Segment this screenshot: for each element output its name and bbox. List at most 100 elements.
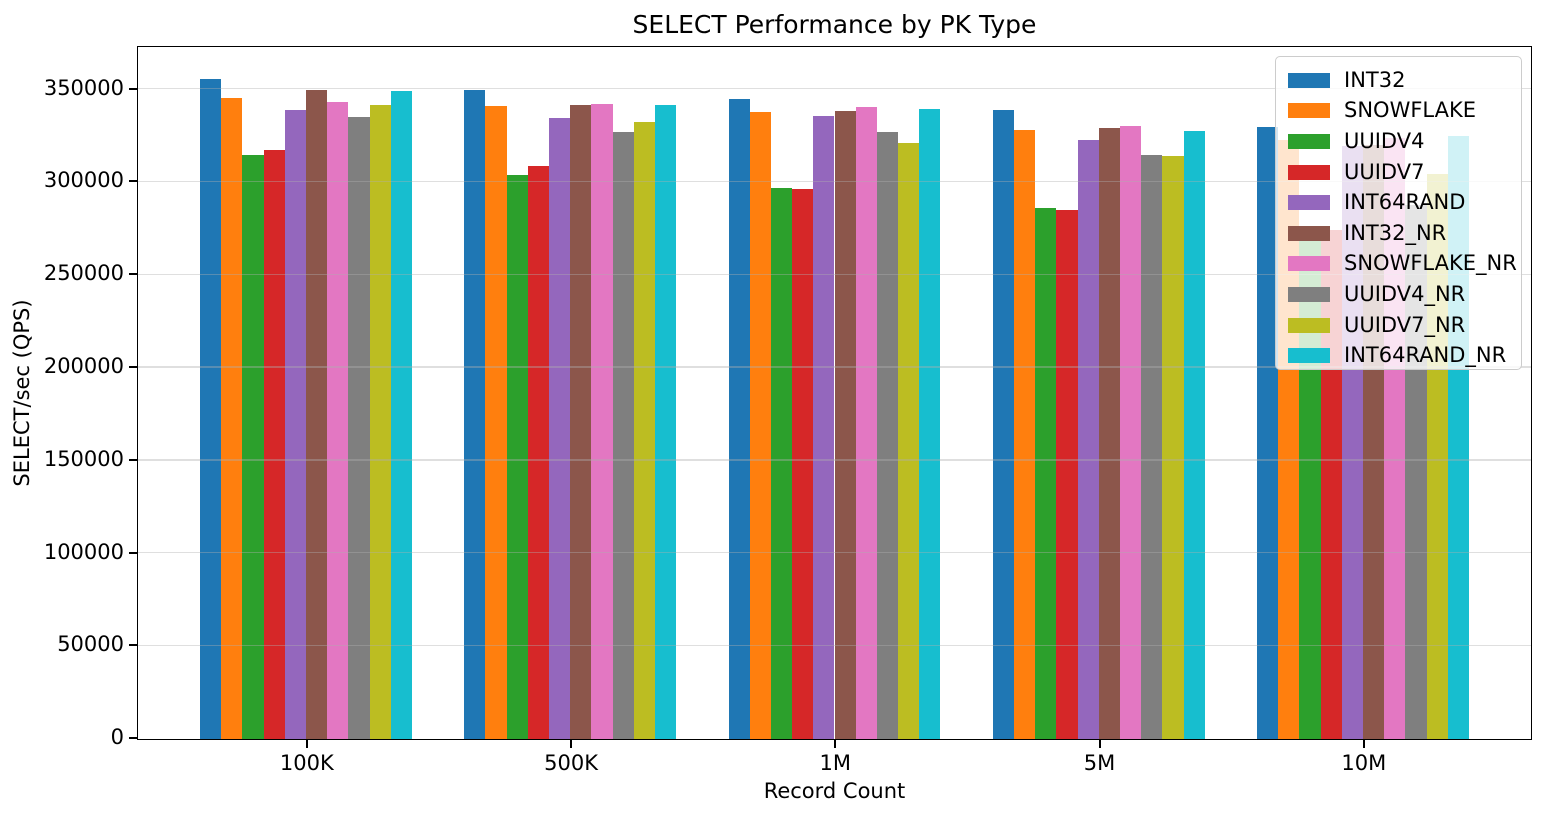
y-tick-label-100000: 100000 [43,539,124,564]
bar-SNOWFLAKE_NR-500K [591,103,613,739]
bar-INT32_NR-100K [306,90,328,739]
legend-swatch-SNOWFLAKE_NR [1288,256,1330,272]
bar-UUIDV4-500K [506,174,528,739]
legend-swatch-INT32 [1288,72,1330,88]
bar-INT64RAND_NR-1M [919,109,941,739]
bar-UUIDV7-100K [263,149,285,739]
bar-UUIDV7_NR-1M [898,143,920,739]
bar-INT32-10M [1257,126,1279,739]
bar-UUIDV7_NR-5M [1162,155,1184,739]
bar-UUIDV7-1M [792,188,814,739]
bar-UUIDV4_NR-100K [348,117,370,739]
legend-label-INT64RAND_NR: INT64RAND_NR [1344,343,1507,368]
x-tick-5M [1098,740,1101,748]
x-tick-10M [1362,740,1365,748]
bar-SNOWFLAKE-1M [749,112,771,739]
y-tick-label-150000: 150000 [43,446,124,471]
bar-INT64RAND-100K [284,110,306,739]
y-tick-350000 [129,87,137,90]
legend-swatch-UUIDV4_NR [1288,286,1330,302]
bar-UUIDV7-5M [1056,209,1078,739]
bar-SNOWFLAKE_NR-5M [1119,126,1142,739]
y-tick-200000 [129,366,137,369]
y-tick-300000 [129,180,137,183]
legend-label-SNOWFLAKE: SNOWFLAKE [1344,98,1476,123]
bar-UUIDV7_NR-100K [369,104,391,739]
bar-SNOWFLAKE-5M [1013,129,1036,739]
bar-INT64RAND-1M [813,115,835,739]
legend-label-INT32: INT32 [1344,67,1406,92]
legend-swatch-INT32_NR [1288,225,1330,241]
bar-UUIDV7-500K [527,166,550,739]
legend-swatch-UUIDV7 [1288,164,1330,180]
bar-UUIDV4_NR-1M [876,132,899,739]
bar-INT32-5M [992,110,1014,739]
legend-item-UUIDV4_NR: UUIDV4_NR [1288,279,1521,310]
legend-item-INT64RAND_NR: INT64RAND_NR [1288,340,1521,371]
x-tick-label-500K: 500K [544,751,598,775]
legend-item-UUIDV7_NR: UUIDV7_NR [1288,310,1521,341]
legend-item-INT64RAND: INT64RAND [1288,187,1521,218]
legend-label-INT32_NR: INT32_NR [1344,220,1447,245]
legend-label-UUIDV7_NR: UUIDV7_NR [1344,312,1466,337]
bar-SNOWFLAKE_NR-1M [855,107,877,739]
x-tick-label-100K: 100K [279,751,334,775]
y-tick-0 [129,737,137,740]
y-tick-label-300000: 300000 [43,168,124,193]
bar-SNOWFLAKE-100K [221,97,243,739]
bar-INT32_NR-5M [1098,128,1120,739]
legend-item-UUIDV7: UUIDV7 [1288,157,1521,188]
bar-INT64RAND-5M [1077,140,1099,739]
bar-SNOWFLAKE-500K [485,106,507,739]
legend-swatch-INT64RAND [1288,195,1330,211]
bar-UUIDV4-100K [242,155,264,739]
y-tick-250000 [129,273,137,276]
y-tick-label-0: 0 [110,725,124,750]
y-tick-label-250000: 250000 [43,261,124,286]
x-tick-label-5M: 5M [1083,751,1116,775]
legend-swatch-UUIDV7_NR [1288,317,1330,333]
legend-label-UUIDV4_NR: UUIDV4_NR [1344,281,1466,306]
bar-UUIDV4-5M [1035,207,1057,739]
y-tick-100000 [129,551,137,554]
x-axis-label: Record Count [763,779,906,803]
chart-title: SELECT Performance by PK Type [632,10,1037,39]
legend-label-UUIDV7: UUIDV7 [1344,159,1425,184]
bar-INT32_NR-500K [570,105,592,739]
bar-INT32-500K [464,89,486,739]
x-tick-1M [834,740,837,748]
legend-swatch-SNOWFLAKE [1288,103,1330,119]
y-tick-150000 [129,458,137,461]
legend-label-INT64RAND: INT64RAND [1344,190,1466,215]
bar-INT32-100K [200,79,222,739]
y-tick-label-50000: 50000 [57,632,124,657]
legend-item-SNOWFLAKE: SNOWFLAKE [1288,96,1521,127]
legend-item-INT32_NR: INT32_NR [1288,218,1521,249]
legend: INT32 SNOWFLAKE UUIDV4 UUIDV7 INT64RAND INT32… [1275,56,1522,370]
bar-INT64RAND-500K [549,118,571,739]
legend-label-SNOWFLAKE_NR: SNOWFLAKE_NR [1344,251,1517,276]
bar-INT32-1M [728,99,750,739]
bar-UUIDV4_NR-500K [612,132,634,739]
legend-label-UUIDV4: UUIDV4 [1344,128,1425,153]
bar-UUIDV4-1M [770,187,793,739]
bar-UUIDV4_NR-5M [1141,154,1163,739]
x-tick-label-1M: 1M [819,751,852,775]
y-tick-label-350000: 350000 [43,75,124,100]
x-tick-100K [305,740,308,748]
bar-INT32_NR-1M [834,110,856,739]
bar-INT64RAND_NR-5M [1183,131,1205,739]
bar-INT64RAND_NR-100K [390,91,412,739]
x-tick-label-10M: 10M [1341,751,1387,775]
x-tick-500K [570,740,573,748]
bar-INT64RAND_NR-500K [655,104,677,739]
bar-SNOWFLAKE_NR-100K [327,102,349,739]
y-tick-50000 [129,644,137,647]
y-tick-label-200000: 200000 [43,354,124,379]
legend-item-SNOWFLAKE_NR: SNOWFLAKE_NR [1288,249,1521,280]
legend-swatch-INT64RAND_NR [1288,348,1330,364]
legend-item-INT32: INT32 [1288,65,1521,96]
bar-UUIDV7_NR-500K [633,122,656,739]
legend-item-UUIDV4: UUIDV4 [1288,126,1521,157]
